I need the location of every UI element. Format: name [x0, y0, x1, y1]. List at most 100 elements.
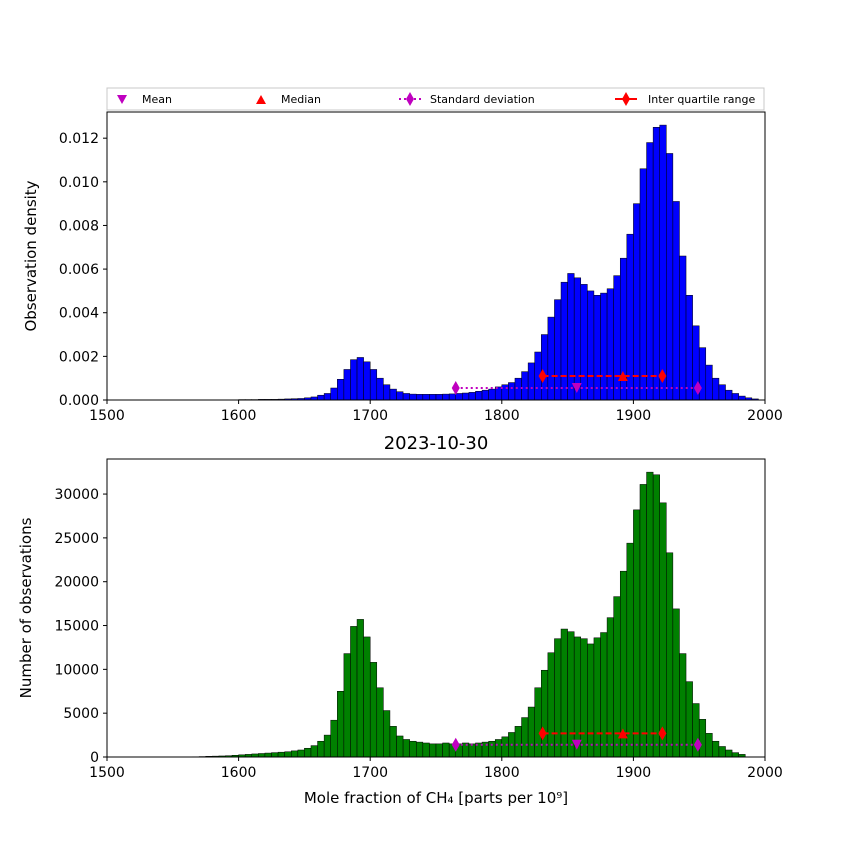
histogram-bar [396, 735, 404, 758]
y-tick-label: 25000 [54, 531, 99, 547]
y-tick-label: 0.000 [59, 393, 99, 409]
histogram-bar [652, 474, 660, 758]
histogram-bar [567, 273, 575, 401]
histogram-bar [468, 392, 476, 401]
histogram-bar [560, 281, 568, 401]
histogram-bar [580, 284, 588, 401]
histogram-bar [666, 153, 674, 401]
std-marker-icon [406, 92, 414, 106]
histogram-bar [462, 392, 470, 401]
histogram-bar [633, 203, 641, 401]
histogram-bar [330, 387, 338, 401]
histogram-bar [659, 502, 667, 758]
histogram-bar [435, 394, 443, 401]
count-bars [185, 471, 746, 758]
histogram-bar [416, 394, 424, 401]
histogram-bar [290, 750, 299, 758]
histogram-bar [277, 751, 285, 758]
iqr-marker-icon [622, 92, 630, 106]
histogram-bar [337, 379, 345, 401]
histogram-bar [573, 636, 582, 758]
histogram-bar [284, 751, 292, 758]
y-tick-label: 0.012 [59, 131, 99, 147]
histogram-bar [587, 643, 595, 758]
density-plot-frame [106, 111, 766, 401]
histogram-bar [264, 752, 272, 758]
histogram-bar [666, 552, 674, 758]
histogram-bar [429, 743, 437, 758]
y-tick-label: 0.010 [59, 175, 99, 191]
std-high-marker [693, 381, 702, 395]
histogram-bar [725, 389, 733, 401]
histogram-bar [712, 377, 720, 401]
histogram-bar [297, 749, 305, 758]
histogram-bar [567, 631, 575, 758]
histogram-bar [422, 742, 430, 758]
histogram-bar [376, 687, 384, 758]
x-tick-label: 1500 [89, 408, 125, 424]
histogram-bar [685, 295, 693, 401]
histogram-bar [350, 359, 358, 401]
x-tick-label: 1600 [221, 765, 257, 781]
median-marker-icon [256, 95, 266, 104]
median-marker [617, 371, 628, 381]
histogram-bar [369, 369, 378, 401]
legend-std-label: Standard deviation [430, 93, 535, 106]
histogram-bar [534, 687, 542, 758]
histogram-bar [619, 570, 628, 758]
histogram-bar [698, 347, 707, 401]
histogram-bar [527, 362, 535, 401]
histogram-bar [409, 740, 417, 758]
y-tick-label: 0.006 [59, 262, 99, 278]
histogram-bar [363, 636, 371, 758]
histogram-bar [731, 752, 739, 758]
histogram-bar [639, 484, 647, 758]
histogram-bar [481, 389, 489, 401]
histogram-bar [521, 371, 529, 401]
legend-median-label: Median [281, 93, 321, 106]
histogram-bar [323, 393, 331, 401]
histogram-bar [448, 393, 456, 401]
histogram-bar [409, 393, 417, 401]
histogram-bar [593, 295, 601, 401]
histogram-bar [501, 736, 509, 758]
histogram-bar [462, 742, 470, 758]
histogram-bar [560, 628, 568, 758]
histogram-bar [475, 391, 483, 401]
histogram-bar [396, 391, 404, 401]
histogram-bar [600, 632, 608, 758]
histogram-bar [317, 394, 325, 401]
histogram-bar [363, 361, 371, 401]
histogram-bar [310, 745, 318, 758]
histogram-bar [416, 741, 424, 758]
histogram-bar [343, 653, 351, 758]
legend-iqr-label: Inter quartile range [648, 93, 755, 106]
histogram-bar [402, 739, 410, 758]
histogram-bar [725, 749, 733, 758]
x-tick-label: 1600 [221, 408, 257, 424]
count-chart-title: 2023-10-30 [384, 433, 489, 454]
x-tick-label: 1700 [352, 765, 388, 781]
histogram-bar [639, 168, 647, 401]
y-tick-label: 5000 [63, 706, 99, 722]
density-y-ticks: 0.000 0.002 0.004 0.006 0.008 0.010 0.012 [59, 131, 107, 409]
iqr-low-marker [538, 726, 547, 741]
histogram-bar [679, 653, 687, 758]
histogram-bar [376, 377, 384, 401]
count-plot-frame [106, 458, 766, 758]
x-tick-label: 1500 [89, 765, 125, 781]
histogram-bar [718, 384, 726, 401]
histogram-bar [317, 740, 325, 758]
histogram-bar [383, 384, 391, 401]
x-tick-label: 2000 [747, 765, 783, 781]
x-tick-label: 1800 [484, 408, 520, 424]
histogram-bar [606, 617, 614, 758]
histogram-bar [738, 395, 746, 401]
histogram-bar [547, 652, 555, 758]
histogram-bar [712, 740, 720, 758]
histogram-bar [455, 393, 463, 401]
histogram-bar [429, 394, 437, 401]
legend-mean-label: Mean [142, 93, 172, 106]
y-tick-label: 0 [90, 750, 99, 766]
histogram-bar [323, 734, 331, 758]
